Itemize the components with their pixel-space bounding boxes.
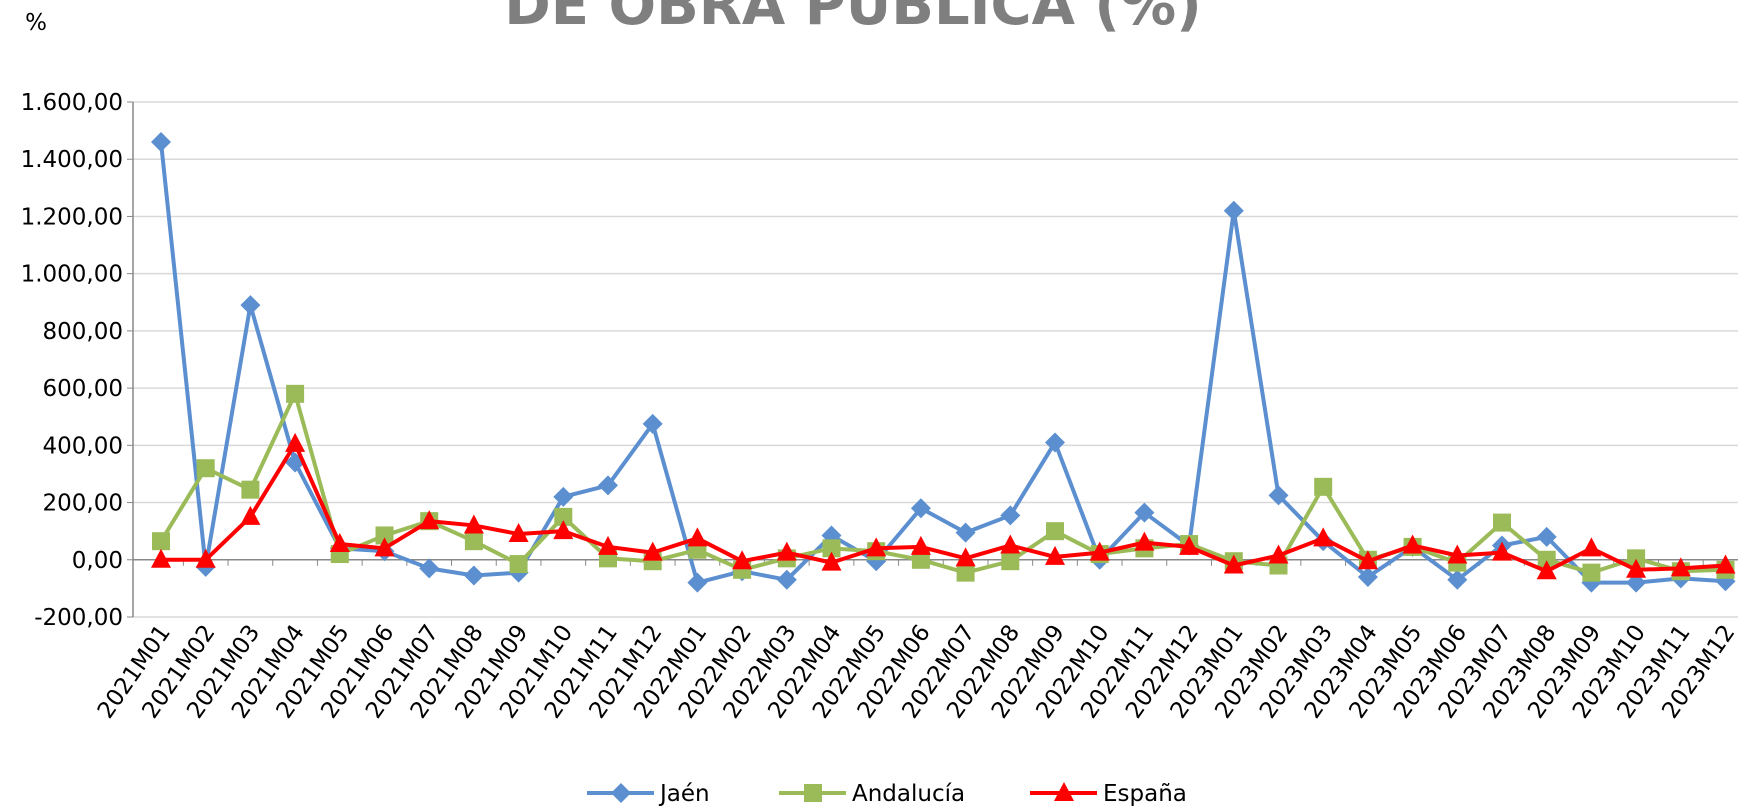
point-marker xyxy=(1670,557,1691,577)
point-marker xyxy=(553,520,574,540)
series-line xyxy=(159,141,1726,585)
point-marker xyxy=(196,459,215,478)
legend-label: Jaén xyxy=(658,781,710,807)
legend-marker xyxy=(1054,782,1074,801)
legend-label: España xyxy=(1103,781,1187,807)
y-tick-label: 200,00 xyxy=(43,491,123,517)
point-marker xyxy=(509,555,528,574)
point-marker xyxy=(554,507,573,526)
point-marker xyxy=(463,565,484,586)
point-marker xyxy=(687,527,708,547)
y-tick-label: -200,00 xyxy=(34,605,123,631)
point-marker xyxy=(240,505,261,525)
point-marker xyxy=(151,548,171,568)
point-marker xyxy=(910,535,931,555)
chart-title: DE OBRA PÚBLICA (%) xyxy=(504,0,1201,38)
point-marker xyxy=(598,475,618,496)
point-marker xyxy=(598,535,618,555)
legend-marker xyxy=(611,783,631,803)
point-marker xyxy=(1492,541,1512,561)
y-tick-label: 400,00 xyxy=(43,433,123,459)
point-marker xyxy=(1536,560,1557,580)
point-marker xyxy=(553,486,574,507)
y-tick-label: 800,00 xyxy=(43,319,123,345)
point-marker xyxy=(911,550,930,569)
point-marker xyxy=(1001,552,1020,571)
point-marker xyxy=(1134,531,1155,551)
point-marker xyxy=(151,132,171,153)
point-marker xyxy=(1179,535,1200,555)
point-marker xyxy=(1223,554,1244,574)
point-marker xyxy=(1223,200,1244,221)
point-marker xyxy=(1582,563,1601,582)
point-marker xyxy=(419,510,440,530)
point-marker xyxy=(1314,477,1333,496)
point-marker xyxy=(286,384,305,403)
legend-marker xyxy=(804,784,822,802)
point-marker xyxy=(152,532,170,551)
point-marker xyxy=(955,547,976,567)
point-marker xyxy=(821,551,842,571)
point-marker xyxy=(1089,541,1110,561)
point-marker xyxy=(464,532,483,551)
point-marker xyxy=(1581,537,1602,557)
point-marker xyxy=(732,550,753,570)
point-marker xyxy=(1447,569,1468,590)
point-marker xyxy=(1045,545,1065,565)
y-unit: % xyxy=(25,10,47,36)
point-marker xyxy=(956,563,975,582)
legend-label: Andalucía xyxy=(852,781,965,807)
point-marker xyxy=(240,295,261,316)
point-marker xyxy=(1045,432,1065,453)
point-marker xyxy=(195,548,216,568)
point-marker xyxy=(329,533,350,553)
point-marker xyxy=(1268,544,1289,564)
y-tick-label: 0,00 xyxy=(72,548,123,574)
series-line xyxy=(161,441,1726,574)
point-marker xyxy=(642,541,663,561)
y-tick-label: 1.600,00 xyxy=(21,90,123,116)
point-marker xyxy=(1357,550,1378,570)
point-marker xyxy=(1046,522,1064,541)
point-marker xyxy=(1537,550,1556,569)
point-marker xyxy=(955,522,976,543)
point-marker xyxy=(1715,554,1736,574)
point-marker xyxy=(1000,505,1021,526)
point-marker xyxy=(241,480,260,499)
point-marker xyxy=(463,514,484,534)
point-marker xyxy=(375,526,394,545)
point-marker xyxy=(687,572,708,593)
point-marker xyxy=(822,539,841,558)
point-marker xyxy=(776,569,797,590)
point-marker xyxy=(1134,502,1155,523)
y-tick-label: 600,00 xyxy=(43,376,123,402)
point-marker xyxy=(866,537,887,557)
series-line xyxy=(159,391,1726,575)
point-marker xyxy=(508,523,529,543)
point-marker xyxy=(1493,513,1511,532)
point-marker xyxy=(1626,558,1647,578)
y-tick-label: 1.200,00 xyxy=(21,204,123,230)
point-marker xyxy=(419,558,440,579)
point-marker xyxy=(374,537,395,557)
point-marker xyxy=(1402,534,1423,554)
point-marker xyxy=(1313,527,1334,547)
y-tick-label: 1.400,00 xyxy=(21,147,123,173)
point-marker xyxy=(285,432,306,452)
point-marker xyxy=(1627,549,1646,568)
y-tick-label: 1.000,00 xyxy=(21,262,123,288)
point-marker xyxy=(1357,566,1378,587)
point-marker xyxy=(1536,526,1557,547)
point-marker xyxy=(776,541,797,561)
point-marker xyxy=(910,498,931,519)
point-marker xyxy=(1447,544,1468,564)
point-marker xyxy=(1268,485,1289,506)
point-marker xyxy=(1000,534,1021,554)
point-marker xyxy=(642,413,663,434)
